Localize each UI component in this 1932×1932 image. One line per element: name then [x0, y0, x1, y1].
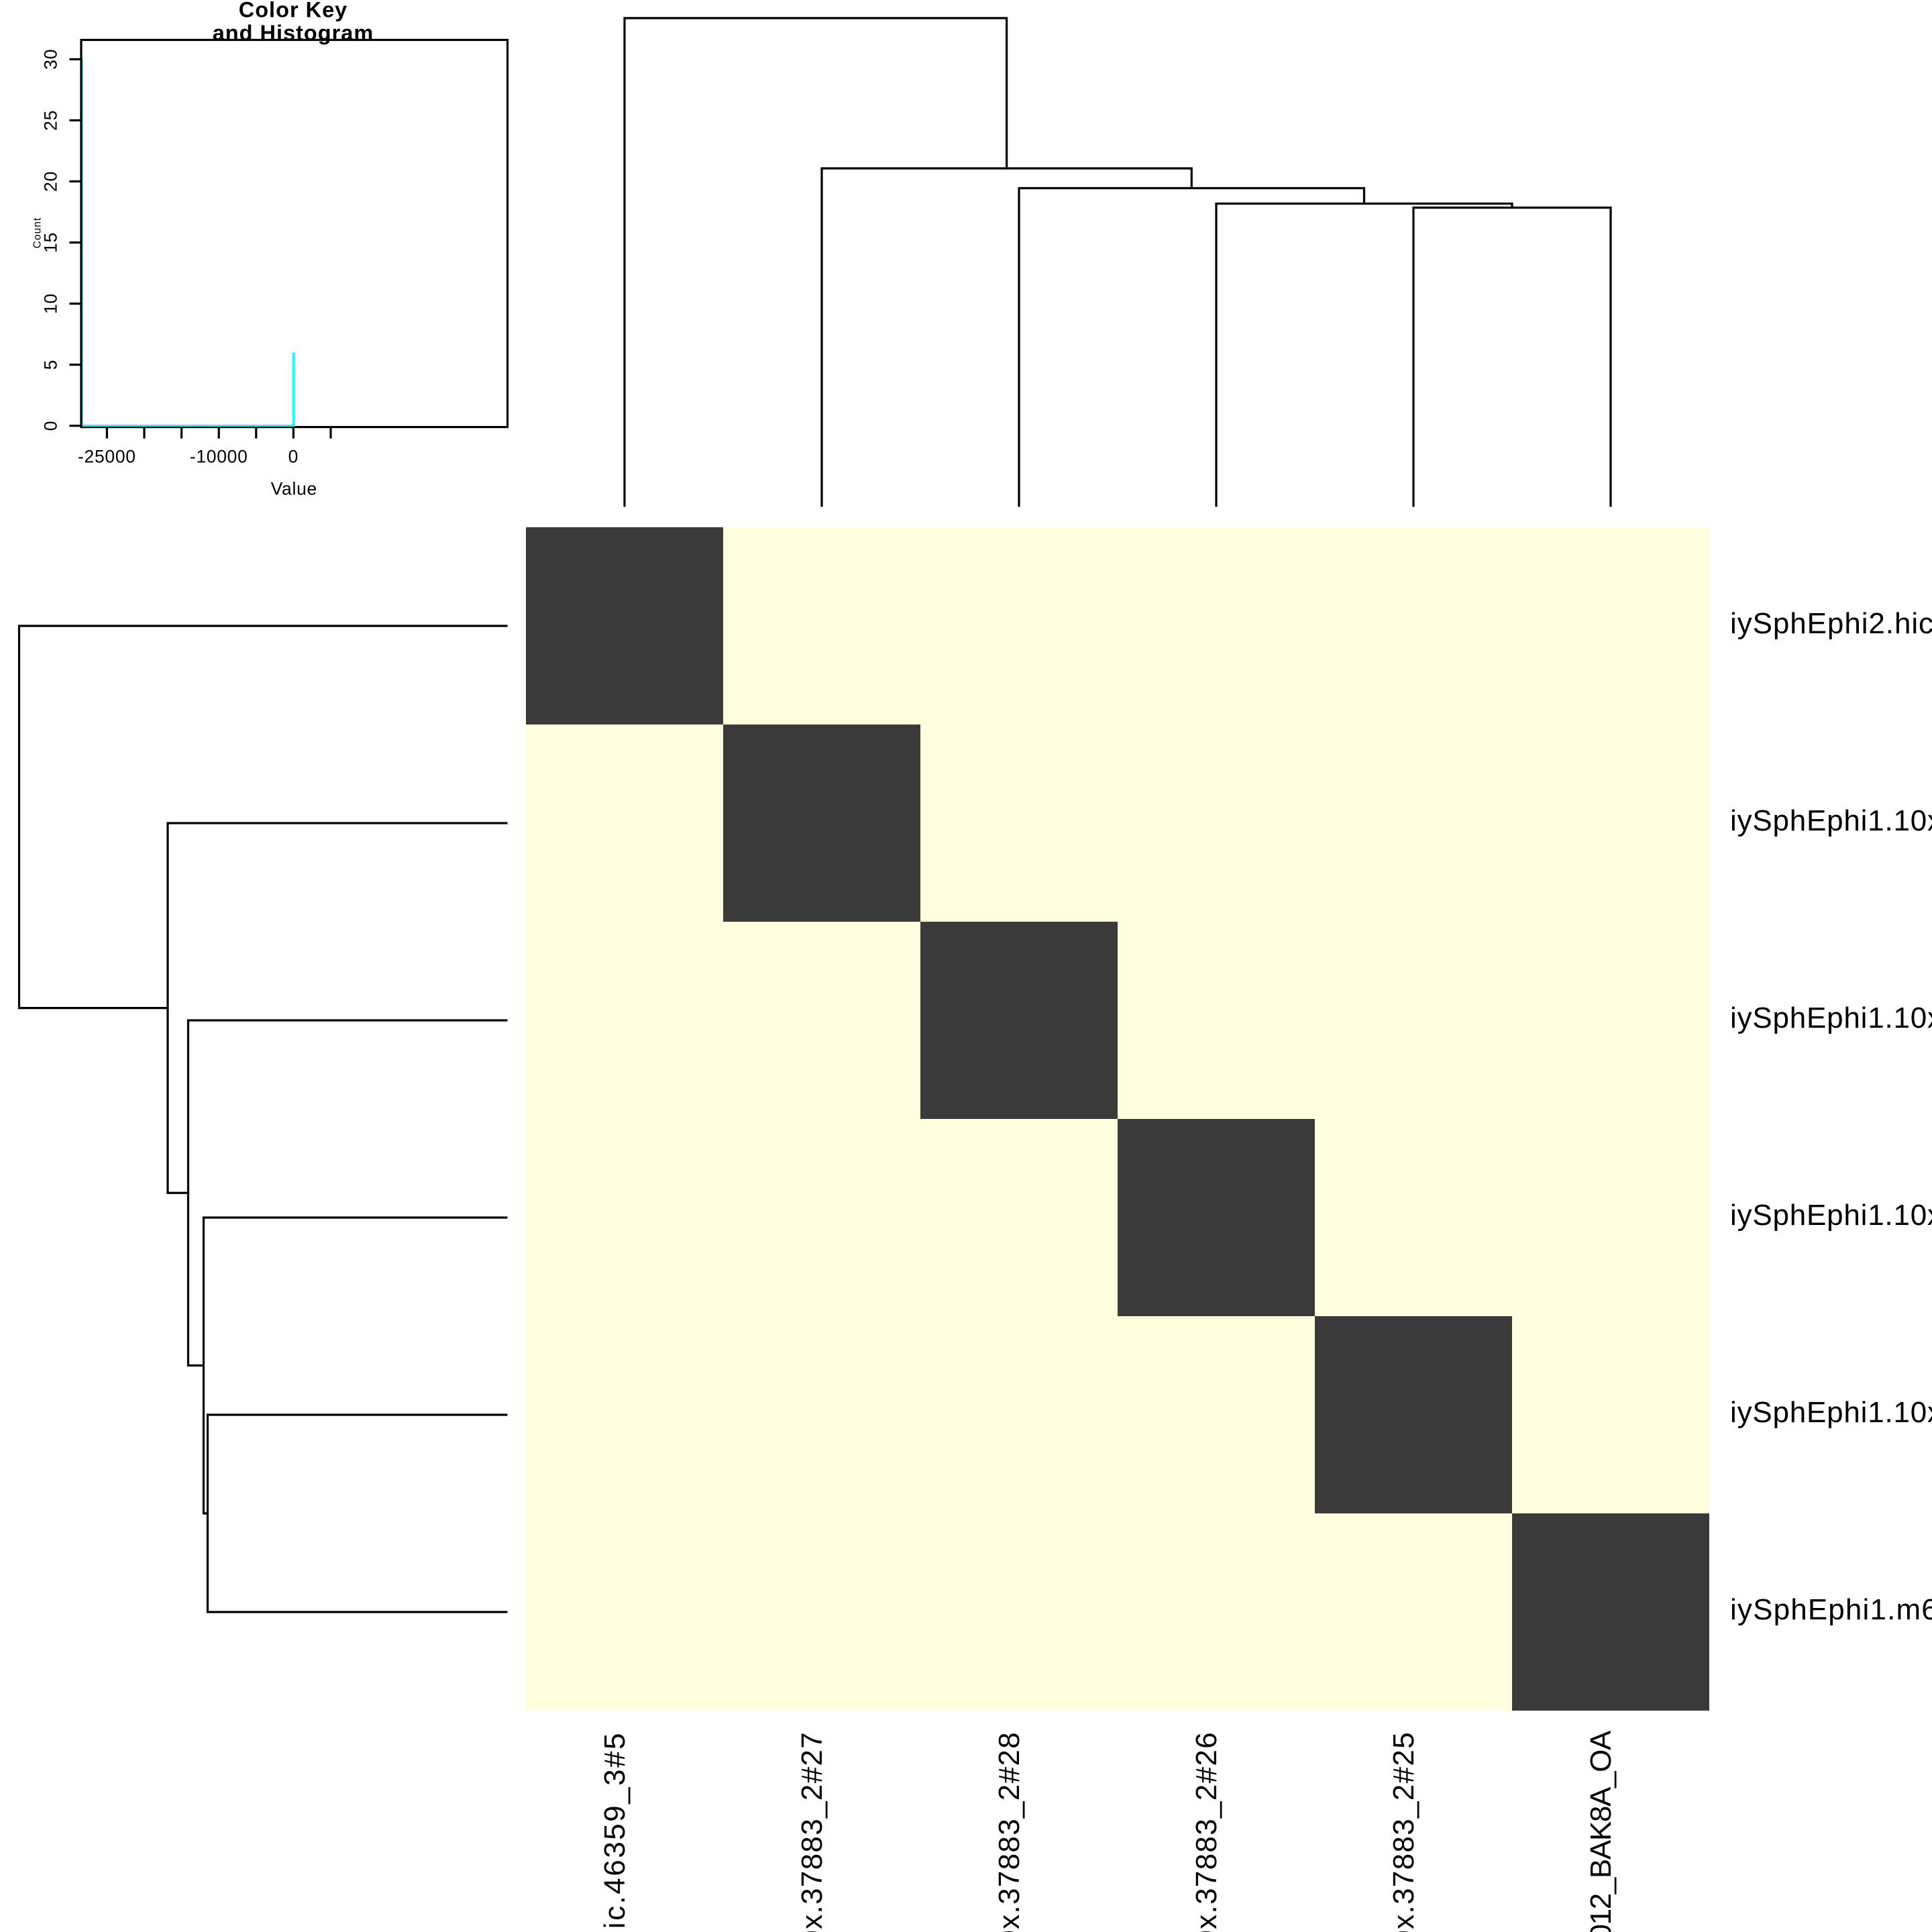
- svg-text:iySphEphi1.10x.37883_2#25: iySphEphi1.10x.37883_2#25: [1730, 1396, 1932, 1429]
- svg-text:iySphEphi2.hic.46359_3#5: iySphEphi2.hic.46359_3#5: [598, 1731, 631, 1932]
- svg-text:Value: Value: [271, 479, 317, 499]
- svg-text:5: 5: [41, 360, 61, 370]
- svg-text:25: 25: [41, 110, 61, 131]
- svg-text:iySphEphi1.10x.37883_2#25: iySphEphi1.10x.37883_2#25: [1387, 1731, 1420, 1932]
- svg-text:iySphEphi1.10x.37883_2#27: iySphEphi1.10x.37883_2#27: [1730, 804, 1932, 837]
- svg-text:20: 20: [41, 171, 61, 192]
- svg-text:Count: Count: [32, 217, 44, 248]
- svg-text:iySphEphi1.10x.37883_2#26: iySphEphi1.10x.37883_2#26: [1190, 1731, 1223, 1932]
- svg-text:15: 15: [41, 232, 61, 253]
- svg-text:-10000: -10000: [190, 447, 248, 467]
- svg-text:10: 10: [41, 293, 61, 314]
- svg-text:iySphEphi2.hic.46359_3#5: iySphEphi2.hic.46359_3#5: [1730, 607, 1932, 640]
- svg-text:0: 0: [288, 447, 299, 467]
- svg-text:iySphEphi1.10x.37883_2#28: iySphEphi1.10x.37883_2#28: [1730, 1002, 1932, 1034]
- svg-text:-25000: -25000: [78, 447, 136, 467]
- svg-text:30: 30: [41, 49, 61, 70]
- svg-text:iySphEphi1.10x.37883_2#26: iySphEphi1.10x.37883_2#26: [1730, 1199, 1932, 1232]
- svg-text:iySphEphi1.10x.37883_2#27: iySphEphi1.10x.37883_2#27: [796, 1731, 828, 1932]
- svg-text:iySphEphi1.10x.37883_2#28: iySphEphi1.10x.37883_2#28: [993, 1731, 1026, 1932]
- svg-text:iySphEphi1.m64012_BAK8A_OA: iySphEphi1.m64012_BAK8A_OA: [1585, 1730, 1617, 1932]
- svg-text:0: 0: [41, 421, 61, 431]
- svg-text:iySphEphi1.m64012_BAK8A_OA: iySphEphi1.m64012_BAK8A_OA: [1730, 1593, 1932, 1626]
- svg-text:Color Key: Color Key: [239, 0, 348, 22]
- svg-text:and Histogram: and Histogram: [213, 21, 374, 45]
